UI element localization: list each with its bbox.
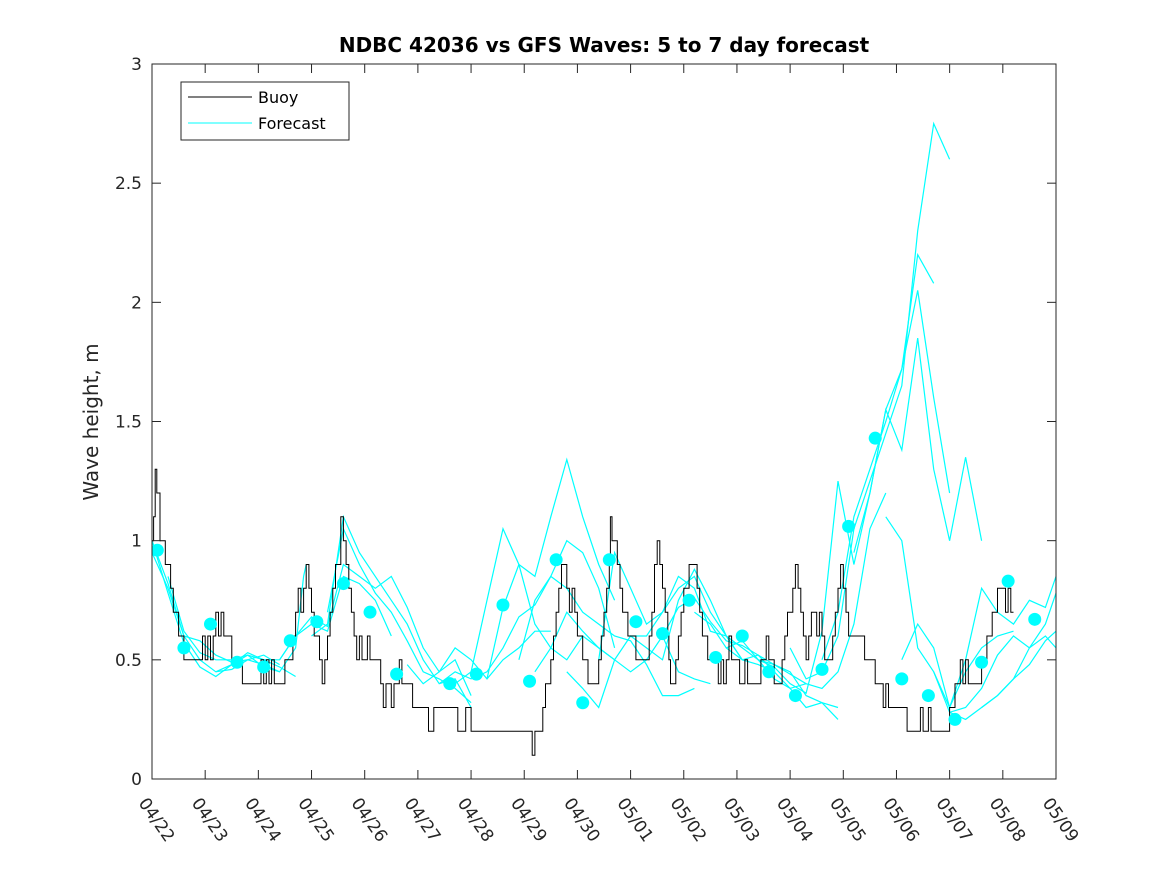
x-tick-label-1: 04/23 — [187, 794, 231, 846]
forecast-marker-27 — [895, 672, 909, 686]
forecast-marker-8 — [363, 605, 377, 619]
forecast-marker-18 — [655, 627, 669, 641]
forecast-line-26 — [933, 635, 1056, 714]
y-axis-label: Wave height, m — [79, 343, 103, 500]
x-tick-label-4: 04/26 — [347, 794, 391, 846]
forecast-marker-30 — [975, 655, 989, 669]
x-tick-label-2: 04/24 — [240, 794, 284, 846]
forecast-line-22 — [821, 252, 935, 660]
forecast-line-4 — [215, 575, 392, 673]
forecast-marker-9 — [390, 667, 404, 681]
forecast-marker-22 — [762, 665, 776, 679]
forecast-marker-25 — [842, 519, 856, 533]
legend-buoy-label: Buoy — [258, 88, 298, 107]
x-tick-label-5: 04/27 — [400, 794, 444, 846]
x-tick-label-16: 05/08 — [985, 794, 1029, 846]
forecast-marker-24 — [815, 662, 829, 676]
forecast-series — [152, 121, 1056, 721]
x-tick-label-12: 05/04 — [772, 794, 816, 846]
x-tick-label-6: 04/28 — [453, 794, 497, 846]
forecast-marker-15 — [576, 696, 590, 710]
forecast-marker-21 — [735, 629, 749, 643]
forecast-marker-29 — [948, 712, 962, 726]
x-tick-label-17: 05/09 — [1038, 794, 1082, 846]
forecast-markers — [152, 431, 1042, 726]
x-tick-label-11: 05/03 — [719, 794, 763, 846]
forecast-line-13 — [534, 611, 711, 685]
forecast-marker-14 — [549, 553, 563, 567]
forecast-marker-10 — [443, 677, 457, 691]
forecast-marker-2 — [203, 617, 217, 631]
forecast-line-11 — [486, 457, 616, 680]
y-tick-label-4: 2 — [131, 293, 142, 313]
y-tick-label-5: 2.5 — [115, 174, 142, 194]
forecast-marker-5 — [283, 634, 297, 648]
forecast-marker-4 — [257, 660, 271, 674]
forecast-marker-16 — [602, 553, 616, 567]
forecast-marker-31 — [1001, 574, 1015, 588]
forecast-line-14 — [566, 567, 743, 709]
forecast-marker-0 — [152, 543, 164, 557]
forecast-line-21 — [789, 121, 951, 680]
y-tick-label-3: 1.5 — [115, 413, 142, 433]
y-axis: 0 0.5 1 1.5 2 2.5 3 — [115, 55, 1056, 790]
forecast-line-20 — [757, 290, 951, 695]
forecast-line-16 — [630, 575, 807, 690]
x-tick-label-9: 05/01 — [612, 794, 656, 846]
forecast-marker-17 — [629, 615, 643, 629]
x-tick-label-8: 04/30 — [559, 794, 603, 846]
forecast-marker-3 — [230, 655, 244, 669]
forecast-marker-20 — [709, 650, 723, 664]
forecast-marker-1 — [177, 641, 191, 655]
forecast-line-9 — [438, 539, 616, 685]
x-tick-label-7: 04/29 — [506, 794, 550, 846]
forecast-marker-12 — [496, 598, 510, 612]
legend: Buoy Forecast — [180, 81, 350, 141]
forecast-marker-26 — [868, 431, 882, 445]
forecast-line-23 — [853, 338, 983, 553]
chart-title: NDBC 42036 vs GFS Waves: 5 to 7 day fore… — [339, 33, 870, 57]
forecast-marker-11 — [469, 667, 483, 681]
x-tick-label-14: 05/06 — [878, 794, 922, 846]
legend-box — [180, 81, 350, 141]
forecast-line-28 — [981, 592, 1056, 708]
x-tick-label-10: 05/02 — [666, 794, 710, 846]
forecast-marker-28 — [921, 689, 935, 703]
forecast-line-25 — [901, 576, 1056, 710]
x-tick-label-3: 04/25 — [293, 794, 337, 846]
x-tick-label-15: 05/07 — [932, 794, 976, 846]
y-tick-label-0: 0 — [131, 770, 142, 790]
forecast-marker-32 — [1028, 612, 1042, 626]
forecast-marker-7 — [336, 577, 350, 591]
forecast-marker-23 — [788, 689, 802, 703]
y-tick-label-1: 0.5 — [115, 651, 142, 671]
forecast-line-19 — [726, 492, 887, 690]
forecast-marker-13 — [523, 674, 537, 688]
y-tick-label-6: 3 — [131, 55, 142, 75]
legend-forecast-label: Forecast — [258, 114, 326, 133]
forecast-marker-19 — [682, 593, 696, 607]
x-tick-label-0: 04/22 — [134, 794, 178, 846]
forecast-marker-6 — [310, 615, 324, 629]
forecast-line-12 — [518, 575, 695, 697]
forecast-line-10 — [454, 526, 615, 685]
x-tick-label-13: 05/05 — [825, 794, 869, 846]
y-tick-label-2: 1 — [131, 532, 142, 552]
